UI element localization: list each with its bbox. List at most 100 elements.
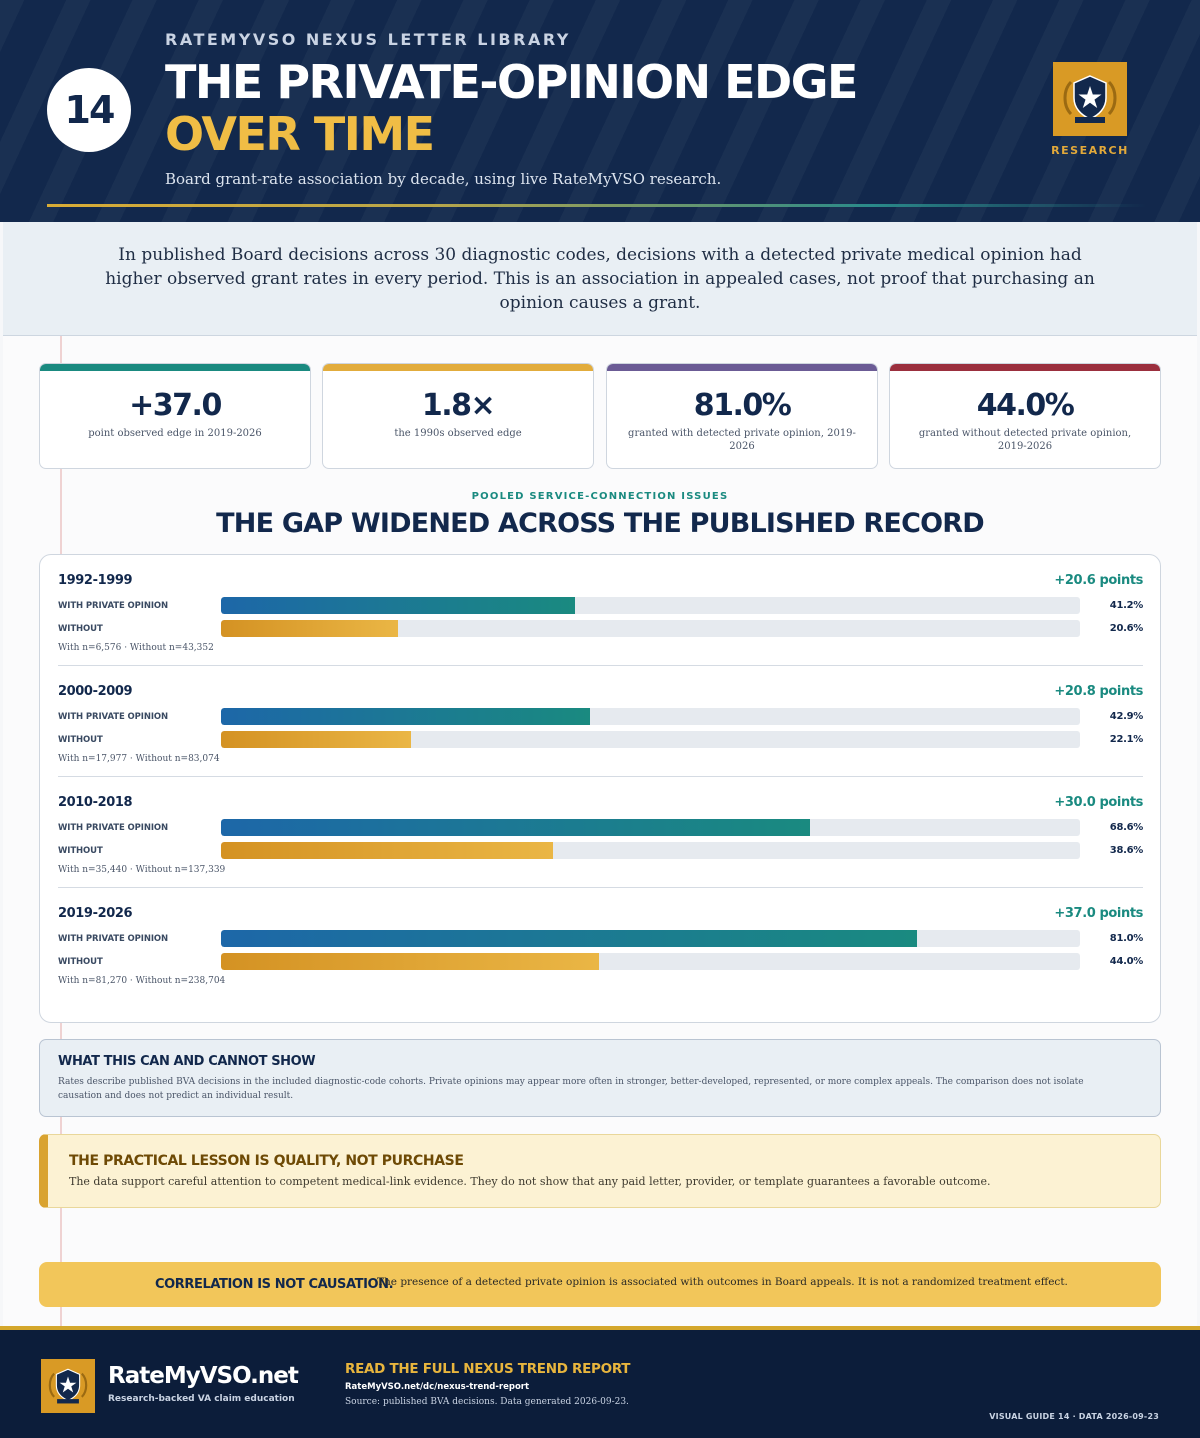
sample-size-text: With n=35,440 · Without n=137,339 bbox=[58, 865, 226, 875]
period-group: 2000-2009 +20.8 points WITH PRIVATE OPINIO… bbox=[58, 666, 1143, 777]
header-divider bbox=[47, 204, 1147, 207]
footer: RateMyVSO.net Research-backed VA claim e… bbox=[0, 1326, 1200, 1438]
bar-track-without bbox=[221, 731, 1080, 748]
correlation-banner: CORRELATION IS NOT CAUSATION. The presen… bbox=[39, 1262, 1161, 1307]
stat-card-without-rate: 44.0% granted without detected private o… bbox=[889, 363, 1161, 469]
period-label: 1992-1999 bbox=[58, 573, 133, 588]
correlation-title: CORRELATION IS NOT CAUSATION. bbox=[155, 1277, 394, 1292]
bar-without-private-opinion bbox=[221, 842, 553, 859]
period-divider bbox=[58, 776, 1143, 777]
bar-with-private-opinion bbox=[221, 708, 590, 725]
lesson-text: The data support careful attention to co… bbox=[69, 1175, 991, 1188]
sample-size-text: With n=81,270 · Without n=238,704 bbox=[58, 976, 226, 986]
series-label-with: WITH PRIVATE OPINION bbox=[58, 601, 169, 611]
period-gap-value: +20.8 points bbox=[1054, 684, 1143, 699]
stat-card-with-rate: 81.0% granted with detected private opin… bbox=[606, 363, 878, 469]
grant-rate-chart: 1992-1999 +20.6 points WITH PRIVATE OPINIO… bbox=[39, 554, 1161, 1023]
period-gap-value: +37.0 points bbox=[1054, 906, 1143, 921]
period-divider bbox=[58, 887, 1143, 888]
data-label-with: 41.2% bbox=[1109, 600, 1144, 611]
period-label: 2000-2009 bbox=[58, 684, 133, 699]
series-label-without: WITHOUT bbox=[58, 624, 103, 634]
series-label-with: WITH PRIVATE OPINION bbox=[58, 712, 169, 722]
footer-guide-id: VISUAL GUIDE 14 · DATA 2026-09-23 bbox=[989, 1412, 1159, 1421]
period-divider bbox=[58, 665, 1143, 666]
bar-track-without bbox=[221, 953, 1080, 970]
bar-track-with bbox=[221, 597, 1080, 614]
data-label-with: 81.0% bbox=[1109, 933, 1144, 944]
bar-track-with bbox=[221, 708, 1080, 725]
stat-label: point observed edge in 2019-2026 bbox=[88, 428, 262, 439]
stat-label: granted without detected private opinion… bbox=[918, 428, 1132, 452]
section-eyebrow: POOLED SERVICE-CONNECTION ISSUES bbox=[471, 491, 729, 502]
intro-text: In published Board decisions across 30 d… bbox=[105, 244, 1095, 313]
bar-without-private-opinion bbox=[221, 731, 411, 748]
bar-track-with bbox=[221, 819, 1080, 836]
data-label-with: 68.6% bbox=[1109, 822, 1144, 833]
page-subtitle: Board grant-rate association by decade, … bbox=[165, 170, 722, 188]
stat-value: +37.0 bbox=[129, 388, 222, 423]
intro-summary: In published Board decisions across 30 d… bbox=[3, 222, 1197, 336]
header: 14 RATEMYVSO NEXUS LETTER LIBRARY THE PR… bbox=[0, 0, 1200, 222]
footer-shield-logo bbox=[41, 1359, 95, 1413]
stat-card-multiplier: 1.8× the 1990s observed edge bbox=[322, 363, 594, 469]
series-label-without: WITHOUT bbox=[58, 957, 103, 967]
data-label-with: 42.9% bbox=[1109, 711, 1144, 722]
period-gap-value: +30.0 points bbox=[1054, 795, 1143, 810]
stat-card-accent bbox=[607, 364, 877, 371]
bar-with-private-opinion bbox=[221, 819, 811, 836]
series-label-with: WITH PRIVATE OPINION bbox=[58, 823, 169, 833]
series-label-with: WITH PRIVATE OPINION bbox=[58, 934, 169, 944]
data-label-without: 20.6% bbox=[1109, 623, 1144, 634]
caveat-title: WHAT THIS CAN AND CANNOT SHOW bbox=[58, 1054, 316, 1069]
header-eyebrow: RATEMYVSO NEXUS LETTER LIBRARY bbox=[165, 30, 571, 49]
stat-card-accent bbox=[40, 364, 310, 371]
data-label-without: 22.1% bbox=[1109, 734, 1144, 745]
period-gap-value: +20.6 points bbox=[1054, 573, 1143, 588]
stat-card-accent bbox=[890, 364, 1160, 371]
footer-brand: RateMyVSO.net bbox=[108, 1363, 299, 1389]
period-group: 2010-2018 +30.0 points WITH PRIVATE OPINIO… bbox=[58, 777, 1143, 888]
sample-size-text: With n=6,576 · Without n=43,352 bbox=[58, 643, 214, 653]
guide-number-badge: 14 bbox=[47, 68, 131, 152]
report-url-link[interactable]: RateMyVSO.net/dc/nexus-trend-report bbox=[345, 1382, 530, 1392]
bar-with-private-opinion bbox=[221, 597, 575, 614]
research-shield-logo bbox=[1053, 62, 1127, 136]
page-title-line1: THE PRIVATE-OPINION EDGE bbox=[165, 55, 858, 109]
data-label-without: 44.0% bbox=[1109, 956, 1144, 967]
practical-lesson-callout: THE PRACTICAL LESSON IS QUALITY, NOT PUR… bbox=[39, 1134, 1161, 1208]
period-group: 1992-1999 +20.6 points WITH PRIVATE OPINIO… bbox=[58, 555, 1143, 666]
series-label-without: WITHOUT bbox=[58, 735, 103, 745]
stat-card-edge: +37.0 point observed edge in 2019-2026 bbox=[39, 363, 311, 469]
series-label-without: WITHOUT bbox=[58, 846, 103, 856]
bar-track-without bbox=[221, 842, 1080, 859]
caveat-text: Rates describe published BVA decisions i… bbox=[58, 1077, 1084, 1101]
sample-size-text: With n=17,977 · Without n=83,074 bbox=[58, 754, 220, 764]
stat-value: 81.0% bbox=[693, 388, 792, 423]
page-title-line2: OVER TIME bbox=[165, 107, 435, 161]
footer-tagline: Research-backed VA claim education bbox=[108, 1394, 295, 1404]
bar-with-private-opinion bbox=[221, 930, 917, 947]
stat-value: 44.0% bbox=[976, 388, 1075, 423]
period-group: 2019-2026 +37.0 points WITH PRIVATE OPINIO… bbox=[58, 888, 1143, 999]
bar-without-private-opinion bbox=[221, 620, 398, 637]
lesson-title: THE PRACTICAL LESSON IS QUALITY, NOT PUR… bbox=[69, 1153, 464, 1169]
section-title: THE GAP WIDENED ACROSS THE PUBLISHED REC… bbox=[216, 508, 984, 539]
stat-label: the 1990s observed edge bbox=[394, 428, 522, 439]
bar-track-with bbox=[221, 930, 1080, 947]
stat-value: 1.8× bbox=[421, 388, 496, 423]
shield-star-icon bbox=[48, 1368, 88, 1404]
stat-card-accent bbox=[323, 364, 593, 371]
period-label: 2019-2026 bbox=[58, 906, 133, 921]
correlation-text: The presence of a detected private opini… bbox=[377, 1276, 1068, 1288]
bar-track-without bbox=[221, 620, 1080, 637]
caveat-note: WHAT THIS CAN AND CANNOT SHOW Rates desc… bbox=[39, 1039, 1161, 1117]
period-label: 2010-2018 bbox=[58, 795, 133, 810]
shield-star-icon bbox=[1063, 75, 1117, 123]
footer-source: Source: published BVA decisions. Data ge… bbox=[345, 1397, 629, 1407]
data-label-without: 38.6% bbox=[1109, 845, 1144, 856]
bar-without-private-opinion bbox=[221, 953, 599, 970]
stat-label: granted with detected private opinion, 2… bbox=[628, 428, 856, 452]
research-label: RESEARCH bbox=[1051, 144, 1129, 157]
report-link-heading[interactable]: READ THE FULL NEXUS TREND REPORT bbox=[345, 1361, 631, 1377]
